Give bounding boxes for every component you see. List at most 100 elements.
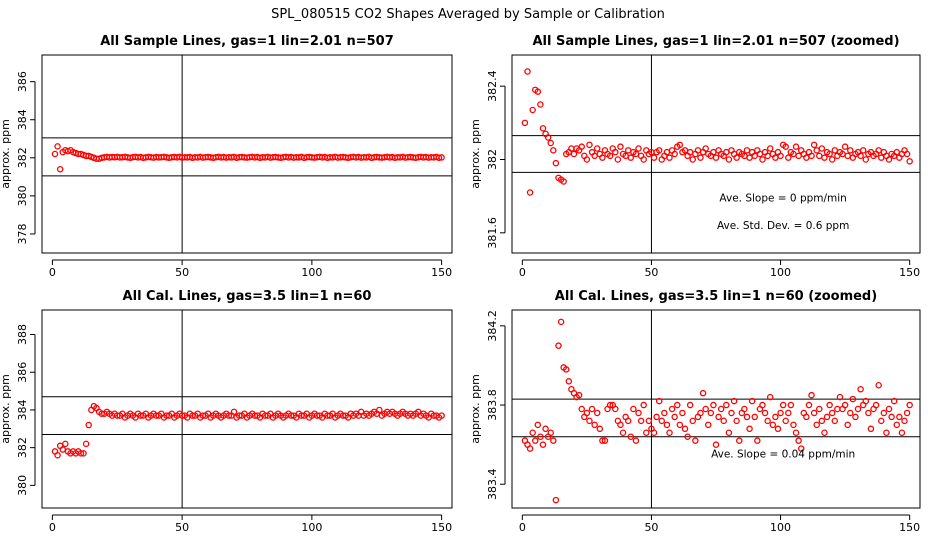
data-point [741, 405, 748, 413]
data-point [702, 405, 709, 413]
data-point [872, 401, 880, 409]
data-point [526, 189, 534, 196]
data-point [645, 417, 653, 425]
data-point [720, 417, 727, 425]
data-point [883, 429, 890, 437]
annotation-text: Ave. Std. Dev. = 0.6 ppm [717, 220, 849, 232]
data-point [82, 440, 90, 448]
data-point [627, 433, 635, 440]
plot-frame [41, 309, 453, 509]
data-point [544, 134, 552, 141]
data-point [591, 421, 598, 429]
data-point [681, 425, 689, 433]
data-point [735, 437, 743, 444]
x-tick-label: 150 [899, 521, 920, 534]
data-point [844, 152, 851, 160]
data-point [676, 421, 684, 429]
data-point [435, 154, 443, 162]
y-tick-label: 384 [16, 109, 29, 130]
x-tick-label: 100 [301, 266, 322, 279]
data-point [593, 145, 601, 152]
x-tick-label: 100 [301, 521, 322, 534]
data-point [676, 141, 684, 149]
data-point [624, 147, 632, 154]
data-point [890, 397, 898, 405]
data-point [606, 152, 614, 160]
data-point [632, 437, 640, 444]
plot-frame [511, 54, 921, 254]
data-point [906, 401, 913, 409]
data-point [529, 429, 536, 437]
data-point [725, 429, 733, 437]
data-point [56, 165, 64, 173]
data-point [803, 413, 810, 421]
y-axis-label: approx. ppm [469, 374, 482, 444]
data-point [655, 397, 663, 405]
data-point [746, 154, 753, 161]
data-point [697, 409, 704, 417]
data-point [818, 145, 826, 152]
data-point [795, 152, 802, 160]
data-point [831, 147, 839, 154]
data-point [797, 445, 805, 452]
data-point [550, 437, 557, 444]
data-point [679, 409, 686, 417]
data-point [586, 141, 593, 149]
data-point [792, 429, 800, 437]
panel-3: All Cal. Lines, gas=3.5 lin=1 n=60 0 50 100… [0, 289, 453, 534]
data-point [537, 101, 544, 108]
data-point [880, 409, 888, 417]
data-point [823, 413, 831, 421]
data-point [601, 437, 609, 444]
data-point [875, 381, 882, 389]
data-point [655, 147, 663, 154]
data-point [599, 154, 606, 161]
data-point [542, 425, 549, 433]
data-point [531, 437, 539, 444]
data-point [539, 441, 547, 448]
data-point [816, 152, 823, 160]
data-point [787, 401, 795, 409]
data-point [570, 150, 578, 158]
x-tick-label: 100 [770, 521, 791, 534]
data-point [834, 405, 841, 413]
data-point [526, 445, 534, 452]
data-point [640, 156, 647, 163]
data-point [376, 406, 383, 414]
data-point [748, 397, 756, 405]
data-point [552, 496, 560, 504]
data-point [663, 421, 671, 429]
data-point [828, 409, 836, 417]
data-point [697, 154, 704, 161]
data-point [903, 150, 911, 158]
data-point [707, 409, 715, 417]
data-point [813, 147, 820, 154]
data-point [617, 143, 624, 150]
y-axis-label: approx. ppm [0, 374, 12, 444]
data-point [596, 425, 604, 433]
data-point [575, 391, 583, 399]
data-point [772, 413, 779, 421]
data-point [862, 397, 870, 405]
data-point [612, 148, 619, 156]
data-point [705, 421, 712, 429]
data-point [617, 421, 624, 429]
data-point [674, 401, 681, 409]
data-point [743, 147, 751, 154]
data-point [537, 433, 544, 440]
data-point [717, 405, 725, 413]
data-point [521, 119, 529, 127]
data-point [650, 154, 658, 161]
data-point [808, 391, 815, 399]
data-point [627, 154, 635, 161]
x-tick-label: 100 [770, 266, 791, 279]
data-point [859, 147, 867, 154]
data-point [761, 409, 769, 417]
data-point [588, 405, 596, 413]
data-point [640, 401, 647, 409]
data-point [826, 401, 833, 409]
data-point [857, 385, 864, 393]
data-point [550, 147, 557, 154]
y-tick-label: 382.4 [486, 70, 499, 102]
